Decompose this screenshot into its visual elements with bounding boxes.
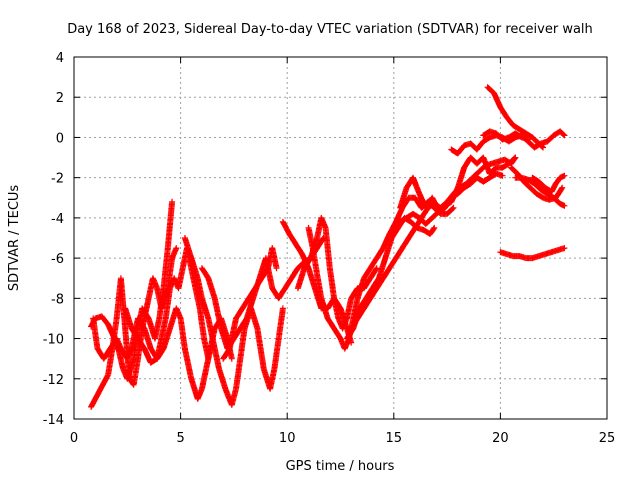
- y-tick-label: 4: [56, 51, 64, 66]
- plot-frame: [73, 56, 608, 420]
- y-tick-label: -14: [43, 413, 64, 428]
- x-tick-label: 0: [70, 431, 78, 446]
- marker-trail: [484, 84, 546, 151]
- y-tick-label: 0: [56, 131, 64, 146]
- marker-trail: [480, 128, 532, 143]
- y-axis: -14 -12 -10 -8 -6 -4 -2 0 2 4: [43, 51, 607, 428]
- grid: [74, 57, 607, 419]
- y-tick-label: 2: [56, 91, 64, 106]
- marker-trail: [497, 245, 568, 262]
- series-trace-15: [448, 128, 568, 157]
- series-trace-20: [529, 172, 568, 195]
- series-trace-5: [181, 235, 286, 408]
- y-tick-label: -12: [43, 373, 64, 388]
- marker-trail: [529, 172, 568, 195]
- series-trace-12: [348, 154, 519, 332]
- series-trace-21: [497, 245, 568, 262]
- marker-trail: [220, 245, 280, 362]
- marker-trail: [508, 164, 566, 203]
- marker-trail: [198, 235, 327, 352]
- marker-trail: [348, 154, 519, 332]
- marker-trail: [181, 235, 286, 408]
- y-tick-label: -10: [43, 333, 64, 348]
- marker-trail: [448, 128, 568, 157]
- x-tick-label: 25: [599, 431, 616, 446]
- x-axis-label: GPS time / hours: [286, 459, 395, 474]
- x-tick-label: 15: [386, 431, 403, 446]
- marker-trail: [390, 170, 506, 231]
- y-axis-label: SDTVAR / TECUs: [7, 185, 22, 292]
- marker-trail: [90, 305, 235, 402]
- y-tick-label: -8: [51, 292, 64, 307]
- chart-title: Day 168 of 2023, Sidereal Day-to-day VTE…: [67, 22, 593, 37]
- series-trace-14: [390, 170, 506, 231]
- y-tick-label: -6: [51, 252, 64, 267]
- y-tick-label: -2: [51, 172, 64, 187]
- series-trace-16: [484, 84, 546, 151]
- series-trace-17: [480, 128, 532, 143]
- x-tick-label: 20: [492, 431, 509, 446]
- y-tick-label: -4: [51, 212, 64, 227]
- series-trace-19: [508, 164, 566, 203]
- series-trace-7: [220, 245, 280, 362]
- x-tick-label: 5: [176, 431, 184, 446]
- series-trace-3: [90, 305, 235, 402]
- data-series: [88, 84, 568, 410]
- x-tick-label: 10: [279, 431, 296, 446]
- x-axis: 0 5 10 15 20 25: [70, 57, 615, 446]
- series-trace-6: [198, 235, 327, 352]
